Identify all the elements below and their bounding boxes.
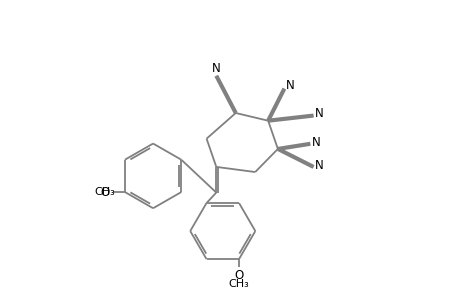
Text: N: N — [285, 79, 294, 92]
Text: N: N — [315, 107, 324, 120]
Text: N: N — [312, 136, 320, 149]
Text: CH₃: CH₃ — [94, 187, 114, 197]
Text: N: N — [212, 62, 220, 75]
Text: O: O — [234, 269, 243, 282]
Text: O: O — [100, 186, 109, 199]
Text: CH₃: CH₃ — [228, 279, 249, 289]
Text: N: N — [315, 159, 324, 172]
